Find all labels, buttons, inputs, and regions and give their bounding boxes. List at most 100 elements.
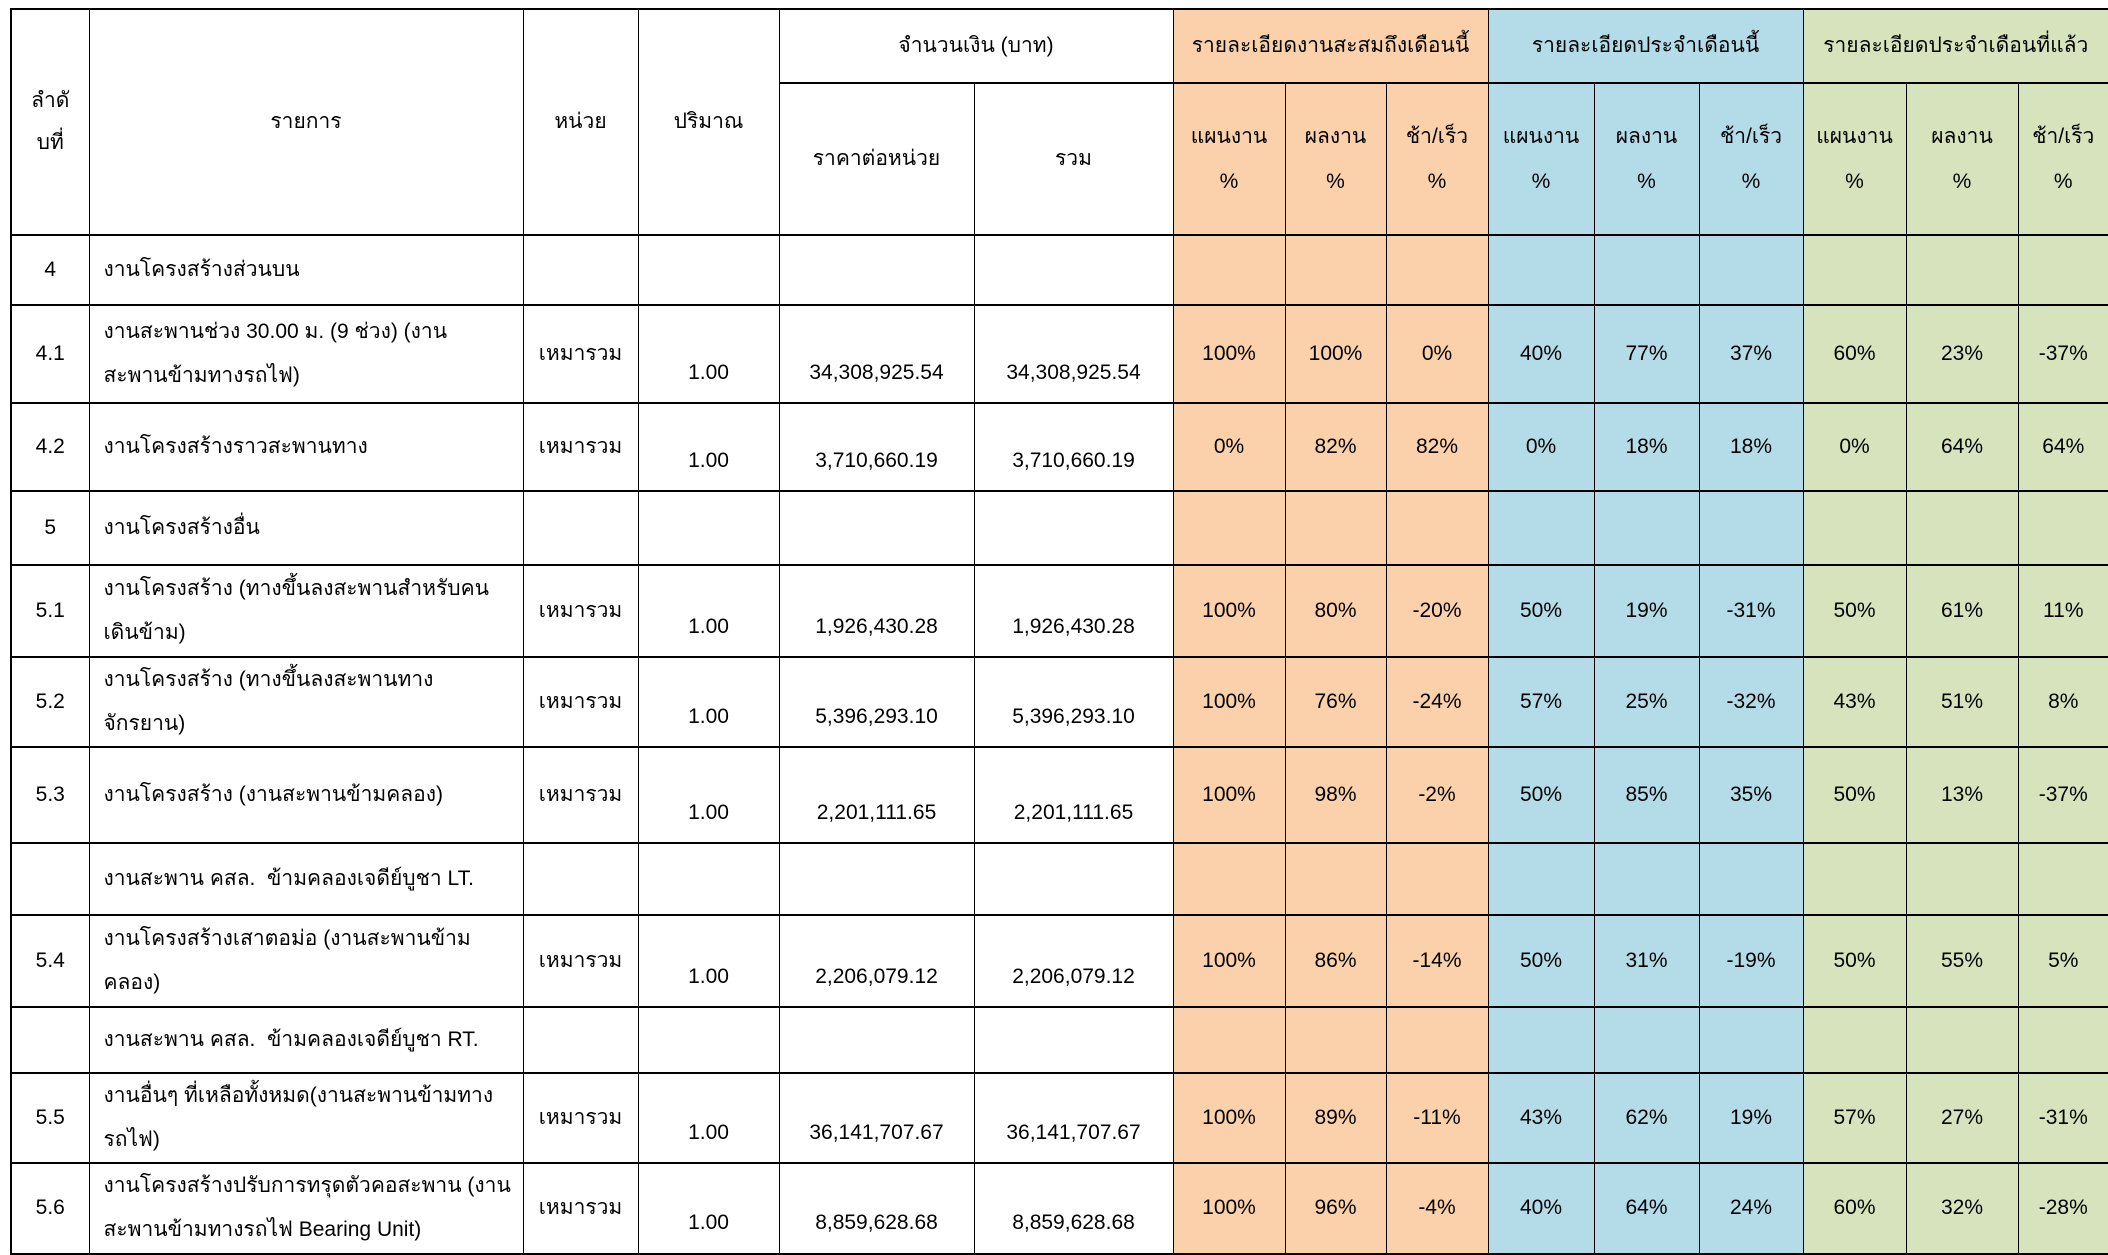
unit-price-cell: 3,710,660.19 xyxy=(778,402,975,492)
cum-actual-cell: 98% xyxy=(1284,746,1387,845)
cum-plan-cell xyxy=(1172,842,1286,917)
mon-diff-cell: 19% xyxy=(1698,1072,1804,1165)
qty-cell: 1.00 xyxy=(637,655,780,749)
mon-actual-cell: 85% xyxy=(1593,746,1700,845)
item-cell: งานโครงสร้าง (ทางขึ้นลงสะพานทางจักรยาน) xyxy=(88,655,524,749)
cum-diff-cell xyxy=(1385,842,1489,917)
mon-diff-cell: -19% xyxy=(1698,914,1804,1009)
prev-plan-cell xyxy=(1802,1006,1907,1075)
prev-diff-cell: 8% xyxy=(2017,655,2108,749)
total-cell xyxy=(973,1006,1174,1075)
prev-diff-cell xyxy=(2017,490,2108,566)
prev-actual-cell xyxy=(1905,490,2019,566)
unit-price-cell: 2,206,079.12 xyxy=(778,914,975,1009)
unit-cell: เหมารวม xyxy=(522,914,639,1009)
table-row: 5.4 งานโครงสร้างเสาตอม่อ (งานสะพานข้าม คล… xyxy=(10,914,2108,1009)
cum-plan-cell: 100% xyxy=(1172,746,1286,845)
mon-diff-cell: -31% xyxy=(1698,564,1804,658)
total-cell xyxy=(973,234,1174,306)
mon-plan-cell xyxy=(1487,842,1595,917)
mon-actual-cell xyxy=(1593,234,1700,306)
item-cell: งานโครงสร้างปรับการทรุดตัวคอสะพาน (งาน ส… xyxy=(88,1162,524,1255)
mon-plan-cell xyxy=(1487,490,1595,566)
total-cell xyxy=(973,490,1174,566)
prev-diff-cell: 64% xyxy=(2017,402,2108,492)
unit-cell: เหมารวม xyxy=(522,655,639,749)
cum-plan-cell: 0% xyxy=(1172,402,1286,492)
mon-plan-cell xyxy=(1487,234,1595,306)
header-prev-plan: แผนงาน % xyxy=(1802,82,1907,236)
cum-diff-cell: -4% xyxy=(1385,1162,1489,1255)
mon-plan-cell: 50% xyxy=(1487,564,1595,658)
prev-diff-cell xyxy=(2017,842,2108,917)
mon-plan-cell: 43% xyxy=(1487,1072,1595,1165)
header-cum-actual: ผลงาน % xyxy=(1284,82,1387,236)
qty-cell: 1.00 xyxy=(637,304,780,404)
cum-diff-cell: 82% xyxy=(1385,402,1489,492)
no-cell: 4.1 xyxy=(10,304,90,404)
cum-diff-cell: -14% xyxy=(1385,914,1489,1009)
qty-cell xyxy=(637,1006,780,1075)
prev-actual-cell: 27% xyxy=(1905,1072,2019,1165)
prev-diff-cell: -31% xyxy=(2017,1072,2108,1165)
cum-plan-cell xyxy=(1172,490,1286,566)
prev-plan-cell xyxy=(1802,490,1907,566)
unit-price-cell: 1,926,430.28 xyxy=(778,564,975,658)
prev-plan-cell: 60% xyxy=(1802,1162,1907,1255)
unit-cell: เหมารวม xyxy=(522,402,639,492)
header-previous-month-group: รายละเอียดประจำเดือนที่แล้ว xyxy=(1802,8,2108,84)
mon-plan-cell: 50% xyxy=(1487,746,1595,845)
total-cell xyxy=(973,842,1174,917)
table-header: ลำดั บที่ รายการ หน่วย ปริมาณ จำนวนเงิน … xyxy=(10,8,2108,236)
no-cell: 5 xyxy=(10,490,90,566)
mon-diff-cell xyxy=(1698,842,1804,917)
header-total: รวม xyxy=(973,82,1174,236)
table-row: 5 งานโครงสร้างอื่น xyxy=(10,490,2108,566)
prev-actual-cell: 51% xyxy=(1905,655,2019,749)
header-cum-plan: แผนงาน % xyxy=(1172,82,1286,236)
cum-diff-cell: -11% xyxy=(1385,1072,1489,1165)
unit-cell xyxy=(522,490,639,566)
prev-plan-cell: 60% xyxy=(1802,304,1907,404)
prev-diff-cell: 5% xyxy=(2017,914,2108,1009)
item-cell: งานโครงสร้างส่วนบน xyxy=(88,234,524,306)
total-cell: 3,710,660.19 xyxy=(973,402,1174,492)
table-row: 5.3 งานโครงสร้าง (งานสะพานข้ามคลอง) เหมารว… xyxy=(10,746,2108,845)
header-item: รายการ xyxy=(88,8,524,236)
mon-actual-cell: 62% xyxy=(1593,1072,1700,1165)
cum-actual-cell: 86% xyxy=(1284,914,1387,1009)
unit-cell: เหมารวม xyxy=(522,746,639,845)
header-prev-actual: ผลงาน % xyxy=(1905,82,2019,236)
header-mon-actual: ผลงาน % xyxy=(1593,82,1700,236)
mon-plan-cell xyxy=(1487,1006,1595,1075)
mon-actual-cell: 77% xyxy=(1593,304,1700,404)
prev-plan-cell: 57% xyxy=(1802,1072,1907,1165)
no-cell: 5.4 xyxy=(10,914,90,1009)
item-cell: งานสะพาน คสล. ข้ามคลองเจดีย์บูชา LT. xyxy=(88,842,524,917)
cum-plan-cell xyxy=(1172,1006,1286,1075)
mon-diff-cell: 37% xyxy=(1698,304,1804,404)
no-cell: 4 xyxy=(10,234,90,306)
mon-diff-cell: 18% xyxy=(1698,402,1804,492)
table-row: งานสะพาน คสล. ข้ามคลองเจดีย์บูชา RT. xyxy=(10,1006,2108,1075)
unit-price-cell: 5,396,293.10 xyxy=(778,655,975,749)
no-cell xyxy=(10,842,90,917)
prev-diff-cell: -37% xyxy=(2017,746,2108,845)
header-unit-price: ราคาต่อหน่วย xyxy=(778,82,975,236)
cum-actual-cell xyxy=(1284,1006,1387,1075)
item-cell: งานสะพานช่วง 30.00 ม. (9 ช่วง) (งาน สะพา… xyxy=(88,304,524,404)
total-cell: 5,396,293.10 xyxy=(973,655,1174,749)
item-cell: งานโครงสร้างอื่น xyxy=(88,490,524,566)
progress-report-table-container: ลำดั บที่ รายการ หน่วย ปริมาณ จำนวนเงิน … xyxy=(10,8,2108,1255)
total-cell: 8,859,628.68 xyxy=(973,1162,1174,1255)
unit-price-cell: 8,859,628.68 xyxy=(778,1162,975,1255)
prev-actual-cell xyxy=(1905,842,2019,917)
cum-actual-cell: 96% xyxy=(1284,1162,1387,1255)
no-cell xyxy=(10,1006,90,1075)
prev-plan-cell xyxy=(1802,842,1907,917)
header-cumulative-group: รายละเอียดงานสะสมถึงเดือนนี้ xyxy=(1172,8,1489,84)
header-group-row: ลำดั บที่ รายการ หน่วย ปริมาณ จำนวนเงิน … xyxy=(10,8,2108,236)
prev-diff-cell: -37% xyxy=(2017,304,2108,404)
cum-plan-cell: 100% xyxy=(1172,564,1286,658)
cum-diff-cell: -20% xyxy=(1385,564,1489,658)
